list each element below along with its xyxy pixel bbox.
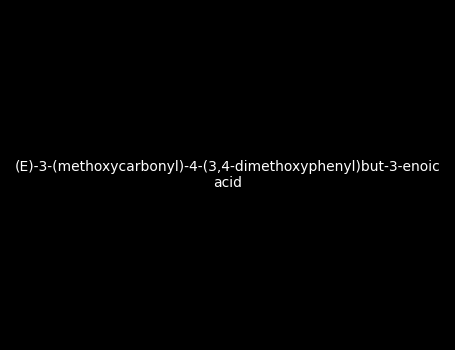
Text: (E)-3-(methoxycarbonyl)-4-(3,4-dimethoxyphenyl)but-3-enoic acid: (E)-3-(methoxycarbonyl)-4-(3,4-dimethoxy… xyxy=(15,160,440,190)
